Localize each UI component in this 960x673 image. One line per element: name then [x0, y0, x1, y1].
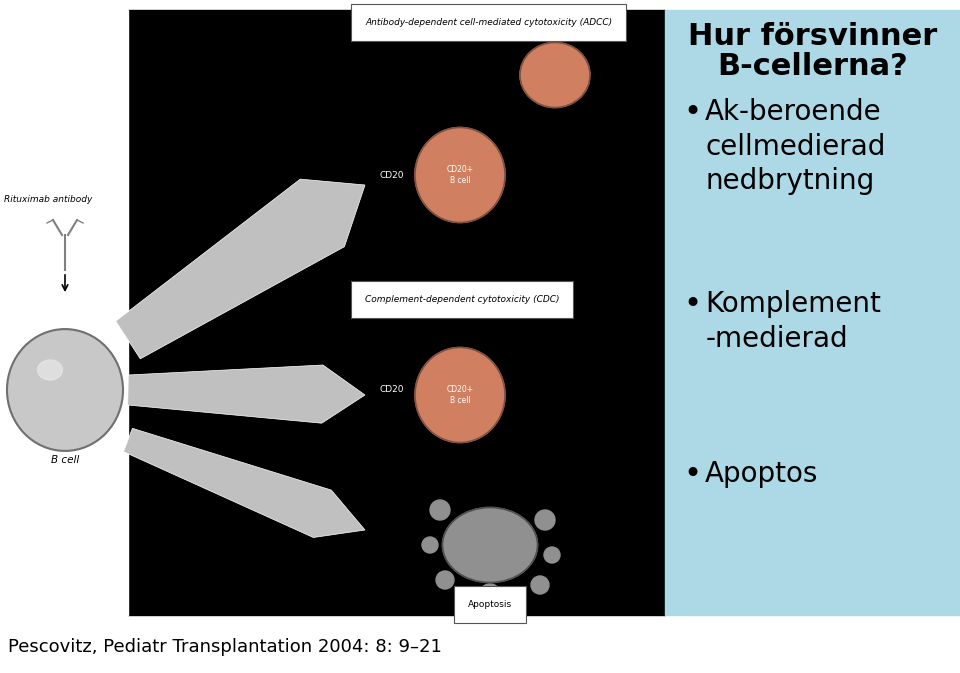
Ellipse shape — [544, 547, 560, 563]
Bar — [128, 10, 665, 615]
Text: Rituximab antibody: Rituximab antibody — [4, 195, 92, 204]
Ellipse shape — [430, 500, 450, 520]
Polygon shape — [124, 428, 365, 538]
Ellipse shape — [415, 127, 505, 223]
Ellipse shape — [443, 507, 538, 583]
Text: CD20+
B cell: CD20+ B cell — [446, 386, 473, 404]
Ellipse shape — [436, 571, 454, 589]
Text: Hur försvinner: Hur försvinner — [688, 22, 937, 51]
Text: Komplement
-medierad: Komplement -medierad — [706, 290, 881, 353]
Text: Membrane attack
complex (MAC): Membrane attack complex (MAC) — [515, 325, 583, 345]
Bar — [665, 10, 960, 615]
Ellipse shape — [535, 510, 555, 530]
Ellipse shape — [520, 42, 590, 108]
Text: •: • — [684, 460, 702, 489]
Text: Ak-beroende
cellmedierad
nedbrytning: Ak-beroende cellmedierad nedbrytning — [706, 98, 886, 195]
Text: B cell: B cell — [51, 455, 79, 465]
Text: •: • — [684, 98, 702, 127]
Ellipse shape — [531, 576, 549, 594]
Text: Pescovitz, Pediatr Transplantation 2004: 8: 9–21: Pescovitz, Pediatr Transplantation 2004:… — [8, 638, 442, 656]
Ellipse shape — [479, 584, 501, 606]
Text: •: • — [684, 290, 702, 319]
Text: FcγRI, FcγRII,
or FcγRIII: FcγRI, FcγRII, or FcγRIII — [520, 155, 570, 174]
Text: CD20+
B cell: CD20+ B cell — [446, 166, 473, 184]
Text: Complement
activation
(C1qC1rC1s): Complement activation (C1qC1rC1s) — [400, 320, 449, 350]
Text: Antibody-dependent cell-mediated cytotoxicity (ADCC): Antibody-dependent cell-mediated cytotox… — [365, 18, 612, 27]
Ellipse shape — [37, 360, 62, 380]
Text: Cell
lysis: Cell lysis — [598, 175, 616, 194]
Polygon shape — [116, 179, 365, 359]
Polygon shape — [128, 365, 365, 423]
Text: CD20: CD20 — [380, 170, 404, 180]
Text: Macrophage,
Monocyte, or
Natural killer
cell: Macrophage, Monocyte, or Natural killer … — [590, 55, 640, 95]
Text: Apoptosis: Apoptosis — [468, 600, 512, 609]
Text: Complement-dependent cytotoxicity (CDC): Complement-dependent cytotoxicity (CDC) — [365, 295, 560, 304]
Text: Cell
lysis: Cell lysis — [598, 395, 616, 415]
Ellipse shape — [422, 537, 438, 553]
Text: Apoptos: Apoptos — [706, 460, 819, 488]
Text: B-cellerna?: B-cellerna? — [717, 52, 908, 81]
Ellipse shape — [415, 347, 505, 443]
Text: CD20: CD20 — [380, 386, 404, 394]
Ellipse shape — [7, 329, 123, 451]
Bar — [0, 10, 128, 615]
